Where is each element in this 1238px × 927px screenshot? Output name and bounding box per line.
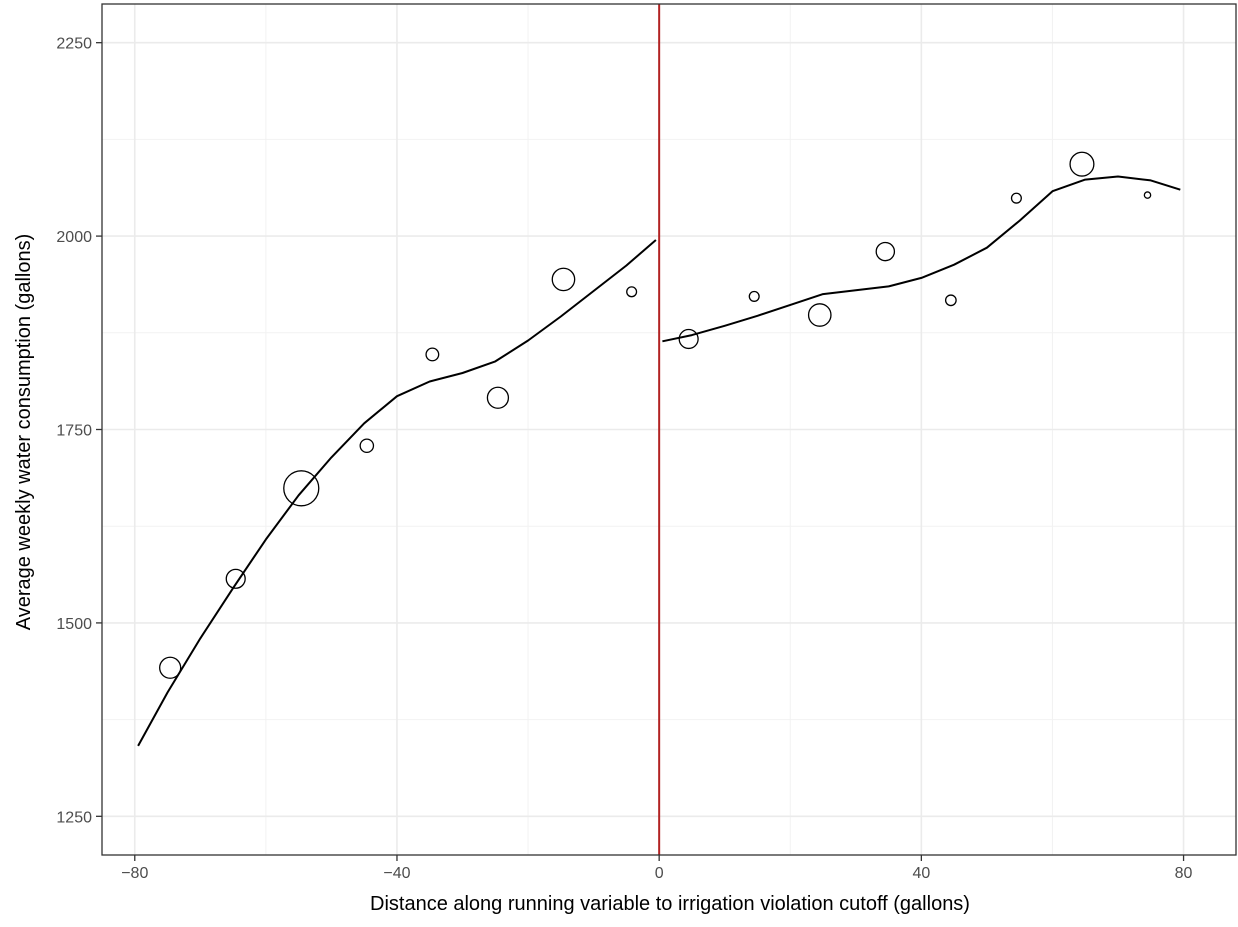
fit-line-right [662,175,1181,343]
data-point [425,347,440,362]
data-points [159,151,1152,679]
y-axis-ticks: 1250 1500 1750 2000 2250 [56,36,102,826]
data-point [944,294,957,307]
data-point [225,568,246,589]
x-tick-label: 40 [912,865,930,882]
y-tick-label: 2250 [56,36,92,53]
data-point [1069,151,1095,177]
data-point [748,290,760,302]
data-point [1010,192,1022,204]
data-point [551,267,576,292]
data-point [486,386,510,409]
data-point [678,328,699,350]
x-axis-title: Distance along running variable to irrig… [370,893,970,915]
data-point [283,470,320,507]
data-point [159,656,182,679]
fit-lines [137,175,1181,747]
data-point [359,438,375,454]
data-point [1143,191,1152,199]
y-axis-title: Average weekly water consumption (gallon… [13,234,35,631]
x-tick-label: −40 [383,865,410,882]
data-point [626,286,638,298]
x-tick-label: 80 [1175,865,1193,882]
x-tick-label: 0 [655,865,664,882]
x-tick-label: −80 [121,865,148,882]
y-tick-label: 1250 [56,809,92,826]
fit-line-left [137,239,657,747]
x-axis-ticks: −80 −40 0 40 80 [121,855,1193,882]
y-tick-label: 2000 [56,229,92,246]
y-tick-label: 1750 [56,423,92,440]
y-tick-label: 1500 [56,616,92,633]
data-point [875,241,896,262]
data-point [807,303,832,327]
